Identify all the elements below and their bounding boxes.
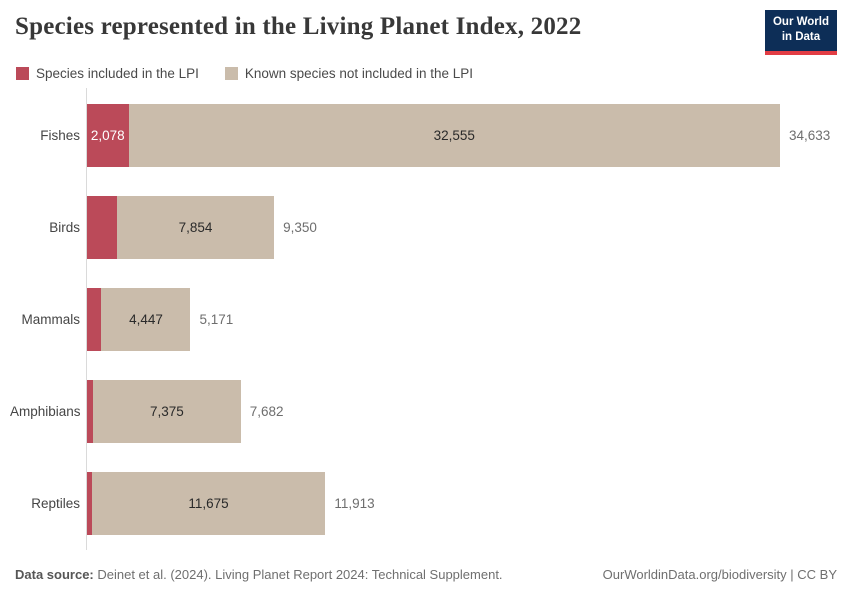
not-included-value-label: 11,675: [188, 496, 229, 511]
footer: Data source: Deinet et al. (2024). Livin…: [15, 567, 837, 582]
category-label: Reptiles: [31, 496, 80, 511]
included-value-label: 2,078: [90, 128, 125, 143]
legend-label-included: Species included in the LPI: [36, 66, 199, 81]
not-included-value-label: 7,375: [150, 404, 184, 419]
bar-segment-not-included[interactable]: 7,854: [116, 196, 275, 259]
bar-segment-included[interactable]: [87, 196, 117, 259]
total-value-label: 11,913: [334, 496, 375, 511]
bar-segment-not-included[interactable]: 4,447: [101, 288, 191, 351]
bar-segment-not-included[interactable]: 11,675: [91, 472, 326, 535]
legend-item-not-included: Known species not included in the LPI: [224, 66, 474, 81]
legend-swatch-not-included-icon: [224, 67, 238, 80]
bar-segment-included[interactable]: 2,078: [87, 104, 129, 167]
legend-swatch-included-icon: [16, 67, 29, 80]
bar-row: Amphibians 7,375 7,682: [10, 380, 830, 443]
stacked-bar: 7,854: [87, 196, 275, 259]
category-label: Birds: [49, 220, 80, 235]
bar-segment-not-included[interactable]: 7,375: [93, 380, 241, 443]
stacked-bar: 2,078 32,555: [87, 104, 780, 167]
data-source-text: Deinet et al. (2024). Living Planet Repo…: [93, 567, 503, 582]
total-value-label: 9,350: [283, 220, 317, 235]
legend-item-included: Species included in the LPI: [16, 66, 199, 81]
bar-chart: Fishes 2,078 32,555 34,633 Birds 7,854 9,350 Ma…: [10, 104, 830, 535]
not-included-value-label: 32,555: [433, 128, 475, 143]
y-axis-line: [86, 88, 87, 550]
stacked-bar: 11,675: [87, 472, 326, 535]
total-value-label: 5,171: [199, 312, 234, 327]
legend-label-not-included: Known species not included in the LPI: [244, 66, 474, 81]
bar-row: Birds 7,854 9,350: [10, 196, 830, 259]
stacked-bar: 7,375: [87, 380, 241, 443]
stacked-bar: 4,447: [87, 288, 191, 351]
bar-row: Fishes 2,078 32,555 34,633: [10, 104, 830, 167]
owid-logo[interactable]: Our World in Data: [764, 10, 837, 55]
bar-row: Reptiles 11,675 11,913: [10, 472, 830, 535]
legend: Species included in the LPI Known specie…: [16, 66, 473, 81]
bar-segment-included[interactable]: [87, 288, 102, 351]
bar-segment-included[interactable]: [87, 380, 94, 443]
not-included-value-label: 7,854: [178, 220, 213, 235]
bar-row: Mammals 4,447 5,171: [10, 288, 830, 351]
category-label: Mammals: [21, 312, 80, 327]
total-value-label: 7,682: [249, 404, 284, 419]
total-value-label: 34,633: [788, 128, 831, 143]
data-source-note: Data source: Deinet et al. (2024). Livin…: [15, 567, 503, 582]
page-title: Species represented in the Living Planet…: [15, 13, 582, 40]
owid-logo-line2: in Data: [781, 30, 821, 43]
data-source-label: Data source:: [15, 567, 94, 582]
category-label: Amphibians: [10, 404, 81, 419]
bar-segment-not-included[interactable]: 32,555: [128, 104, 780, 167]
owid-logo-line1: Our World: [772, 16, 829, 28]
bar-segment-included[interactable]: [87, 472, 92, 535]
not-included-value-label: 4,447: [129, 312, 163, 327]
credit-link[interactable]: OurWorldinData.org/biodiversity | CC BY: [602, 567, 837, 582]
category-label: Fishes: [40, 128, 80, 143]
